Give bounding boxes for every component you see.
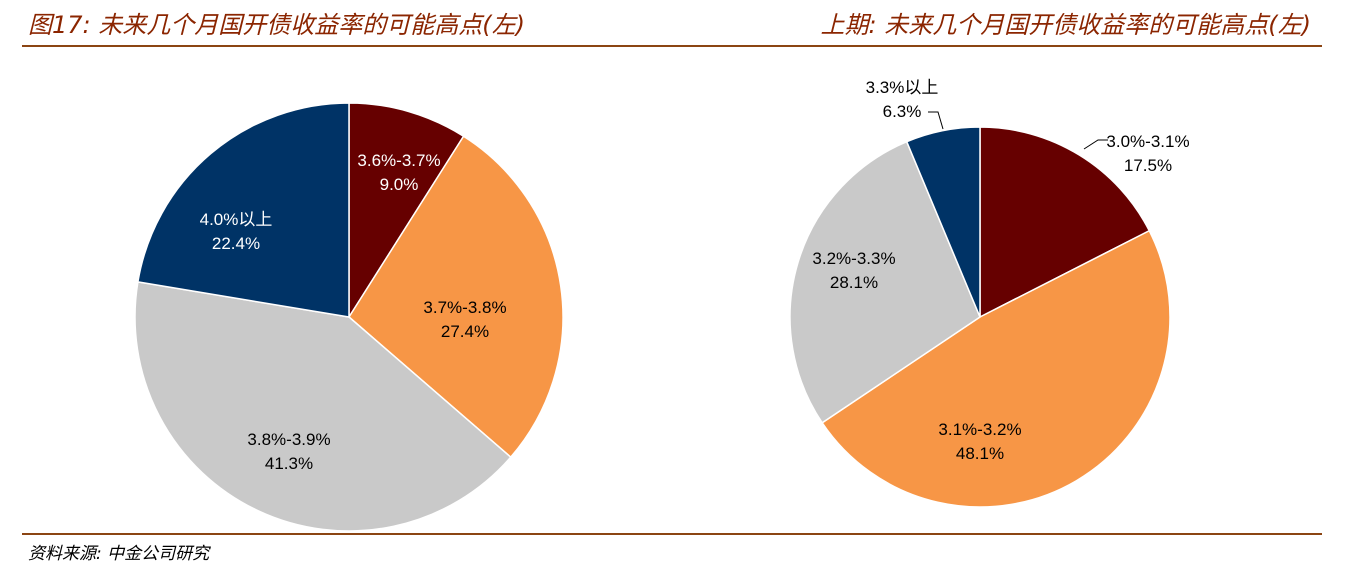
source-note: 资料来源: 中金公司研究 (28, 544, 210, 564)
pie-1-category-label-0: 3.0%-3.1% (1106, 132, 1189, 151)
header-divider (22, 45, 1322, 47)
pie-1-slice-1 (821, 229, 1171, 508)
pie-0-category-label-1: 3.7%-3.8% (423, 298, 506, 317)
pie-1-value-label-1: 48.1% (956, 444, 1004, 463)
pie-0-slice-0 (348, 102, 465, 320)
pie-1-leader-line-1 (928, 111, 944, 130)
pie-1-category-label-3: 3.3%以上 (866, 78, 939, 97)
pie-0-value-label-1: 27.4% (441, 322, 489, 341)
pie-0-category-label-3: 4.0%以上 (200, 210, 273, 229)
pie-1-category-label-1: 3.1%-3.2% (938, 420, 1021, 439)
left-pie-chart: 3.6%-3.7% 9.0% 3.7%-3.8% 27.4% 3.8%-3.9% 41.3… (134, 102, 564, 532)
right-pie-chart: 3.0%-3.1% 17.5% 3.1%-3.2% 48.1% 3.2%-3.3% 28.… (789, 78, 1190, 508)
pie-0-slice-3 (137, 102, 350, 318)
right-chart-title: 上期: 未来几个月国开债收益率的可能高点(左) (820, 11, 1311, 39)
pie-1-leader-line-0 (1083, 139, 1108, 150)
pie-0-slice-1 (348, 135, 564, 459)
left-chart-title: 图17: 未来几个月国开债收益率的可能高点(左) (28, 11, 525, 39)
pie-0-value-label-2: 41.3% (265, 454, 313, 473)
pie-1-value-label-2: 28.1% (830, 273, 878, 292)
pie-1-slice-0 (979, 126, 1151, 319)
pie-1-value-label-0: 17.5% (1124, 156, 1172, 175)
pie-1-slice-2 (789, 140, 981, 424)
footer-divider (22, 533, 1322, 535)
pie-0-category-label-2: 3.8%-3.9% (247, 430, 330, 449)
pie-0-value-label-0: 9.0% (380, 175, 419, 194)
pie-1-category-label-2: 3.2%-3.3% (812, 249, 895, 268)
pie-0-category-label-0: 3.6%-3.7% (357, 151, 440, 170)
pie-0-slice-2 (134, 281, 512, 532)
pie-1-value-label-3: 6.3% (883, 102, 922, 121)
pie-1-slice-3 (905, 126, 981, 318)
pie-0-value-label-3: 22.4% (212, 234, 260, 253)
